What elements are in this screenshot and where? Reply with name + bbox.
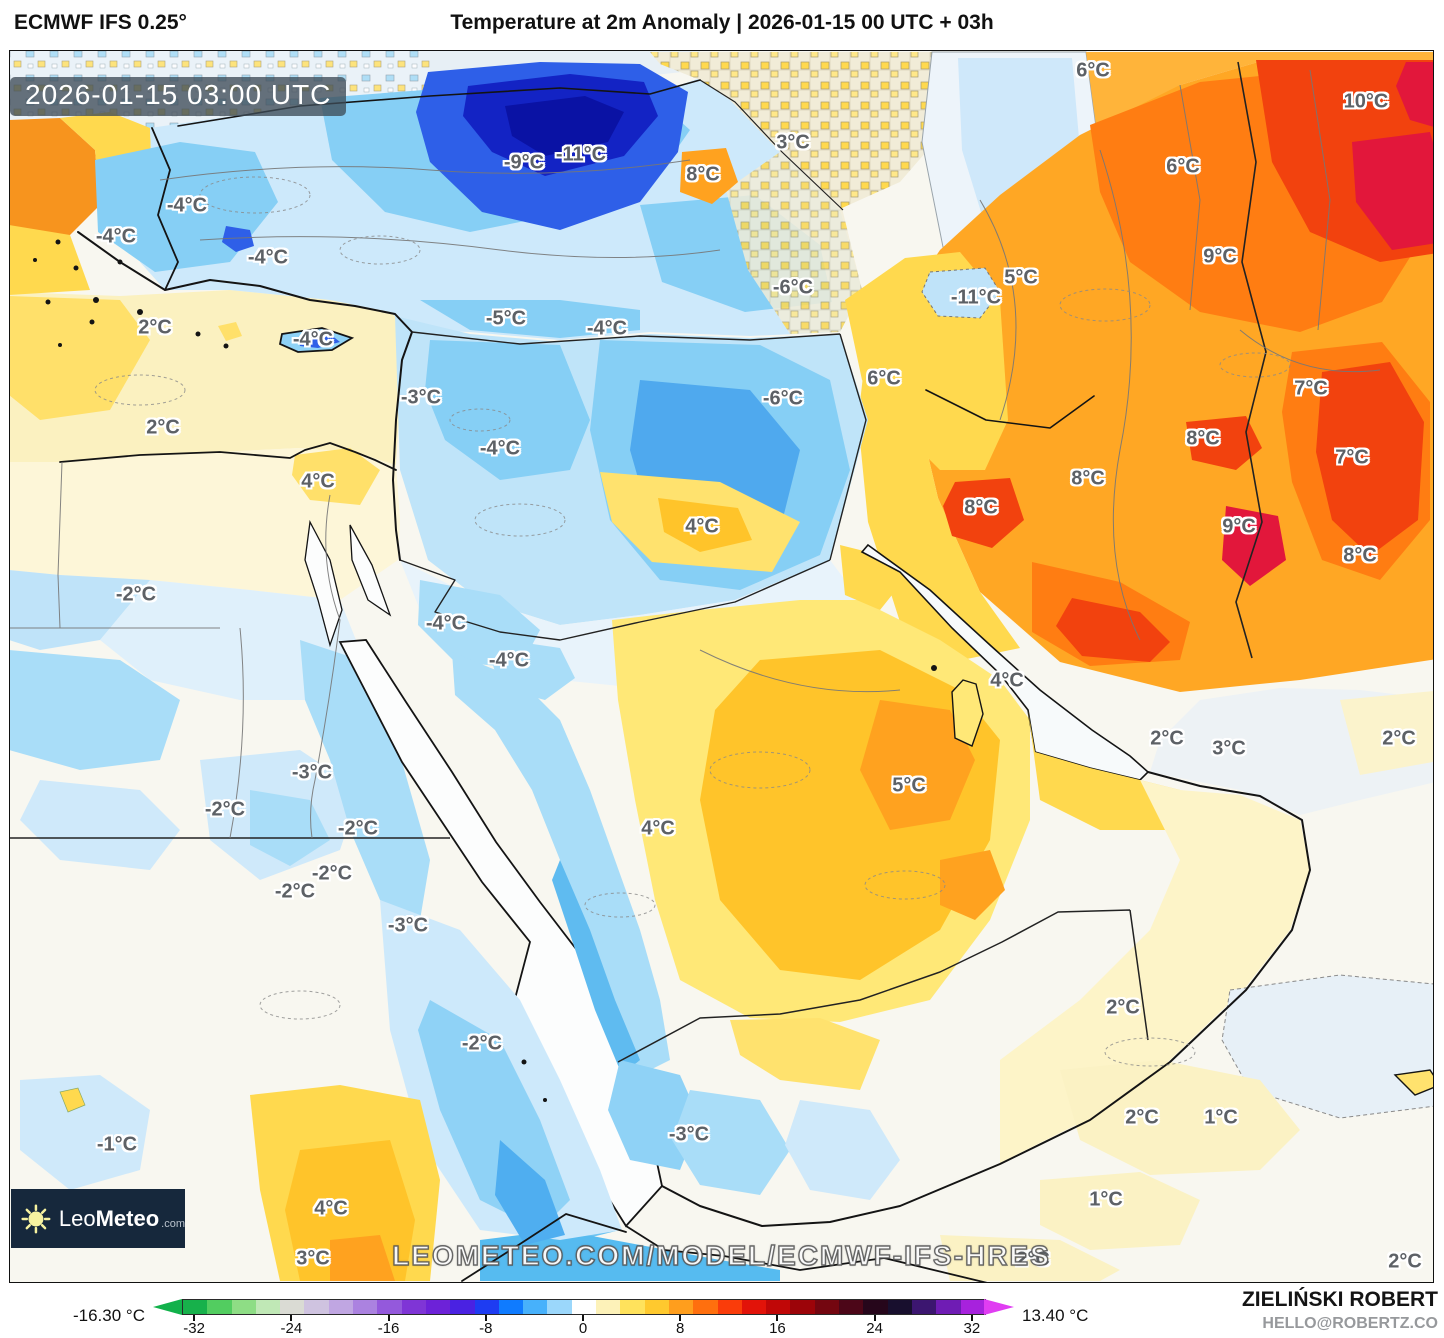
colorbar-tick-mark	[387, 1315, 390, 1321]
colorbar-segment	[668, 1300, 694, 1314]
colorbar-segment	[741, 1300, 767, 1314]
timestamp-badge: 2026-01-15 03:00 UTC	[10, 77, 347, 116]
colorbar-tick-mark	[970, 1315, 973, 1321]
colorbar-segment	[936, 1300, 961, 1314]
colorbar-segment	[839, 1300, 864, 1314]
colorbar-tick-label: -32	[183, 1320, 205, 1337]
colorbar-segment	[425, 1300, 451, 1314]
colorbar-segment	[450, 1300, 475, 1314]
colorbar-segment	[790, 1300, 815, 1314]
logo-tld: .com	[161, 1217, 185, 1230]
page-title: Temperature at 2m Anomaly | 2026-01-15 0…	[450, 11, 994, 34]
colorbar-left-arrow	[153, 1299, 182, 1315]
colorbar-segment	[304, 1300, 329, 1314]
colorbar-segment	[231, 1300, 256, 1314]
logo-wordmark: LeoMeteo	[58, 1205, 160, 1231]
colorbar-segment	[887, 1300, 912, 1314]
colorbar-segment	[596, 1300, 621, 1314]
colorbar-segment	[960, 1300, 985, 1314]
colorbar-tick-mark	[193, 1315, 196, 1321]
colorbar-segment	[377, 1300, 402, 1314]
colorbar-min-value: -16.30 °C	[72, 1306, 145, 1325]
colorbar-tick-mark	[679, 1315, 682, 1321]
colorbar-segment	[328, 1300, 354, 1314]
colorbar-segment	[255, 1300, 281, 1314]
colorbar-tick-label: -24	[280, 1320, 303, 1337]
colorbar-tick-mark	[484, 1315, 487, 1321]
colorbar-segment	[766, 1300, 791, 1314]
colorbar	[182, 1299, 986, 1315]
sun-icon	[21, 1203, 51, 1234]
colorbar-segment	[620, 1300, 645, 1314]
colorbar-segment	[644, 1300, 669, 1314]
colorbar-tick-label: 16	[769, 1320, 786, 1337]
colorbar-segment	[280, 1300, 305, 1314]
colorbar-tick-mark	[776, 1315, 779, 1321]
colorbar-segment	[571, 1300, 597, 1314]
leometeo-logo: LeoMeteo .com	[11, 1189, 185, 1248]
colorbar-segment	[863, 1300, 888, 1314]
colorbar-segment	[353, 1300, 378, 1314]
colorbar-tick-label: 24	[866, 1320, 883, 1337]
colorbar-tick-mark	[873, 1315, 876, 1321]
colorbar-segment	[547, 1300, 572, 1314]
colorbar-segment	[207, 1300, 232, 1314]
colorbar-tick-label: -16	[377, 1320, 400, 1337]
colorbar-segment	[401, 1300, 426, 1314]
author-contact: HELLO@ROBERTZ.CO	[1262, 1315, 1438, 1332]
colorbar-tick-label: 32	[963, 1320, 981, 1337]
colorbar-tick-label: 8	[676, 1320, 685, 1337]
colorbar-segment	[814, 1300, 840, 1314]
colorbar-max-value: 13.40 °C	[1022, 1306, 1089, 1325]
colorbar-tick-mark	[290, 1315, 293, 1321]
colorbar-right-arrow	[984, 1299, 1014, 1315]
colorbar-tick-label: -8	[479, 1320, 493, 1337]
colorbar-segment	[498, 1300, 524, 1314]
colorbar-segment	[474, 1300, 499, 1314]
anomaly-map-art	[9, 50, 1434, 1283]
colorbar-segment	[911, 1300, 937, 1314]
colorbar-segment	[183, 1300, 208, 1314]
colorbar-segment	[693, 1300, 718, 1314]
colorbar-tick-mark	[582, 1315, 584, 1321]
author-name: ZIELIŃSKI ROBERT	[1241, 1288, 1438, 1311]
model-label: ECMWF IFS 0.25°	[14, 11, 187, 34]
colorbar-segment	[523, 1300, 548, 1314]
watermark-url: LEOMETEO.COM/MODEL/ECMWF-IFS-HRES	[391, 1239, 1051, 1271]
colorbar-segment	[717, 1300, 742, 1314]
colorbar-tick-label: 0	[578, 1320, 588, 1337]
